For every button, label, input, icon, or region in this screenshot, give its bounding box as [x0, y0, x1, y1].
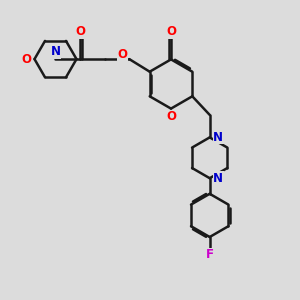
Text: N: N — [213, 172, 223, 185]
Text: O: O — [166, 25, 176, 38]
Text: O: O — [75, 25, 85, 38]
Text: O: O — [166, 110, 176, 124]
Text: F: F — [206, 248, 214, 262]
Text: N: N — [213, 131, 223, 144]
Text: O: O — [21, 52, 31, 66]
Text: O: O — [118, 48, 128, 62]
Text: N: N — [50, 45, 61, 58]
